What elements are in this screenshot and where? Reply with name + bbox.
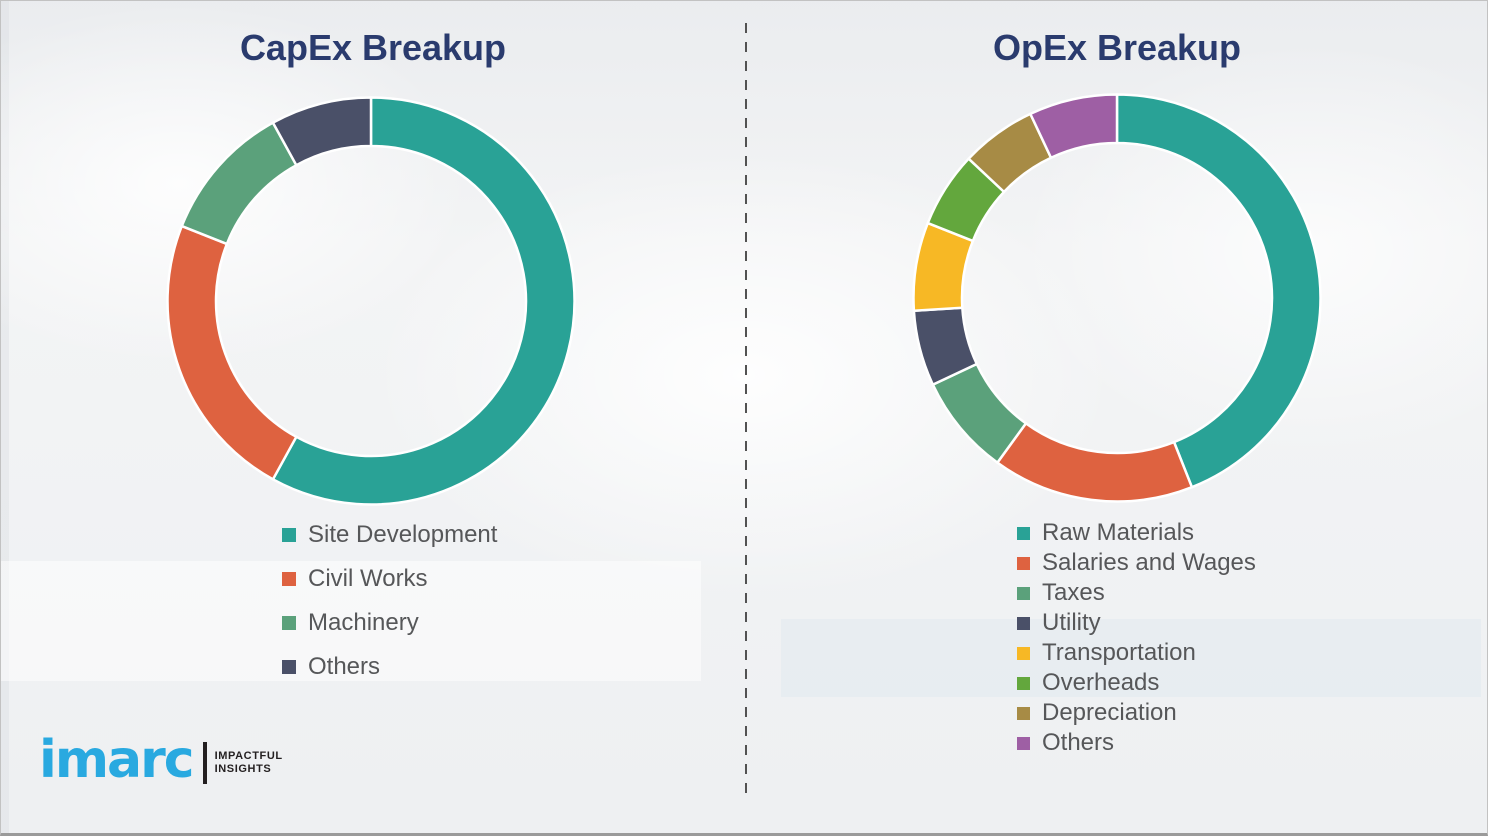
legend-label: Others	[1042, 729, 1115, 756]
logo-tagline-line2: INSIGHTS	[214, 763, 272, 775]
dashed-divider-line	[745, 23, 747, 793]
legend-swatch-utility	[1017, 616, 1030, 630]
donut-segment-raw-materials	[1115, 93, 1322, 489]
legend-label: Utility	[1042, 609, 1101, 636]
imarc-logo-wordmark: imarc	[39, 730, 195, 790]
legend-item-civil-works: Civil Works	[282, 557, 497, 601]
legend-item-depreciation: Depreciation	[1017, 698, 1256, 728]
legend-label: Site Development	[308, 521, 498, 548]
donut-segment-salaries-and-wages	[996, 422, 1194, 503]
legend-swatch-depreciation	[1017, 706, 1030, 720]
legend-label: Others	[308, 653, 381, 680]
legend-item-transportation: Transportation	[1017, 638, 1256, 668]
legend-swatch-taxes	[1017, 586, 1030, 600]
opex-chart-title: OpEx Breakup	[992, 27, 1242, 68]
logo-tagline: IMPACTFUL INSIGHTS	[215, 750, 283, 776]
imarc-logo: imarc IMPACTFUL INSIGHTS	[39, 734, 283, 786]
legend-label: Overheads	[1042, 669, 1160, 696]
legend-item-overheads: Overheads	[1017, 668, 1256, 698]
capex-donut-chart	[166, 96, 576, 506]
legend-item-taxes: Taxes	[1017, 578, 1256, 608]
legend-label: Taxes	[1042, 579, 1105, 606]
legend-swatch-transportation	[1017, 646, 1030, 660]
logo-separator-bar	[202, 742, 207, 784]
legend-item-others: Others	[1017, 728, 1256, 758]
donut-segment-others	[1029, 93, 1119, 159]
legend-swatch-others	[1017, 736, 1030, 750]
capex-chart-title: CapEx Breakup	[239, 27, 507, 68]
legend-label: Machinery	[308, 609, 419, 636]
legend-label: Depreciation	[1042, 699, 1177, 726]
legend-label: Salaries and Wages	[1042, 549, 1256, 576]
legend-item-machinery: Machinery	[282, 601, 497, 645]
legend-swatch-others	[282, 660, 296, 674]
donut-segment-civil-works	[166, 224, 298, 481]
legend-swatch-civil-works	[282, 572, 296, 586]
donut-segment-others	[271, 96, 373, 167]
legend-swatch-site-development	[282, 528, 296, 542]
legend-label: Civil Works	[308, 565, 428, 592]
legend-swatch-raw-materials	[1017, 526, 1030, 540]
donut-segment-site-development	[271, 96, 576, 506]
capex-legend: Site Development Civil Works Machinery Othe…	[282, 513, 497, 689]
legend-swatch-overheads	[1017, 676, 1030, 690]
legend-swatch-machinery	[282, 616, 296, 630]
legend-item-salaries-and-wages: Salaries and Wages	[1017, 548, 1256, 578]
donut-segment-machinery	[180, 121, 298, 246]
legend-item-raw-materials: Raw Materials	[1017, 518, 1256, 548]
legend-item-utility: Utility	[1017, 608, 1256, 638]
legend-label: Transportation	[1042, 639, 1196, 666]
legend-swatch-salaries-and-wages	[1017, 556, 1030, 570]
opex-legend: Raw Materials Salaries and Wages Taxes Util…	[1017, 518, 1256, 758]
opex-donut-chart	[912, 93, 1322, 503]
logo-tagline-line1: IMPACTFUL	[214, 750, 283, 762]
legend-label: Raw Materials	[1042, 519, 1195, 546]
legend-item-others: Others	[282, 645, 497, 689]
legend-item-site-development: Site Development	[282, 513, 497, 557]
